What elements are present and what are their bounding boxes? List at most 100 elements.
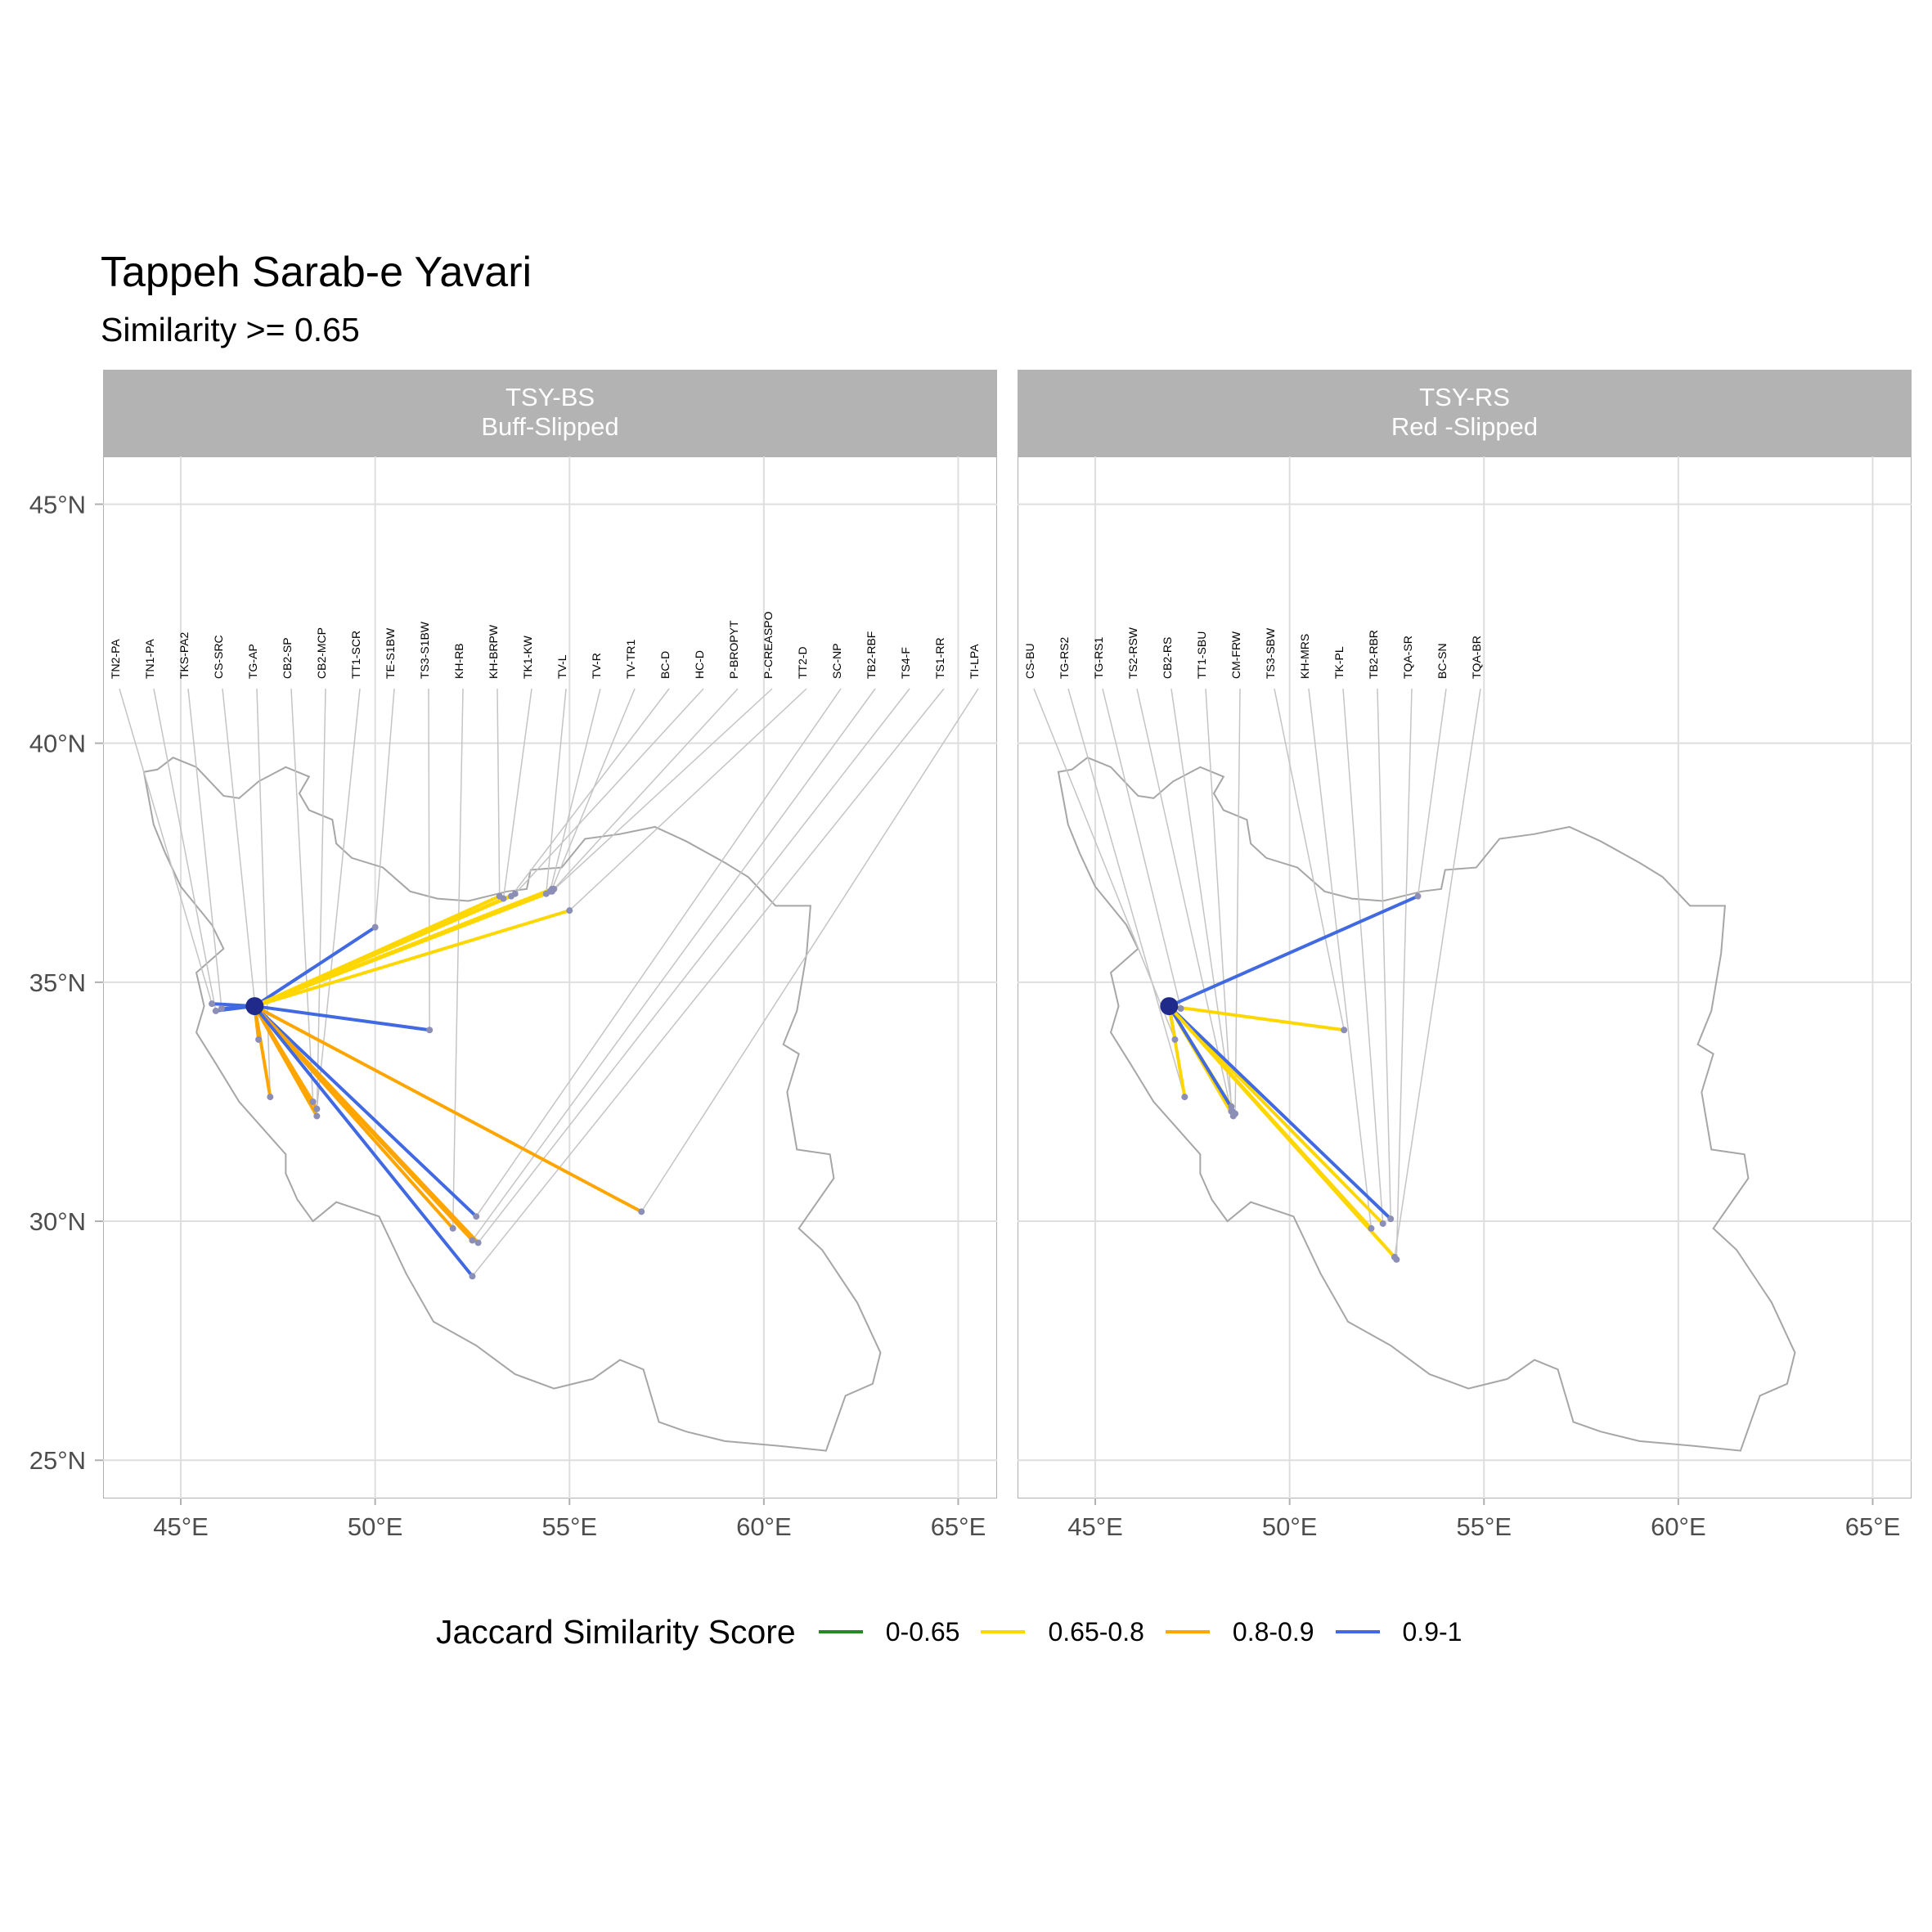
y-tick-label: 40°N — [29, 730, 86, 758]
similarity-link — [253, 925, 377, 1009]
site-label: TG-RS2 — [1058, 636, 1071, 679]
legend-item-2: 0.8-0.9 — [1165, 1616, 1314, 1647]
leader-line — [568, 688, 807, 911]
site-label: P-BROPYT — [727, 620, 740, 679]
legend-key-0 — [818, 1630, 863, 1633]
site-point — [1368, 1224, 1375, 1232]
site-label: TK1-KW — [521, 635, 534, 679]
site-point — [255, 1036, 263, 1043]
leader-line — [452, 688, 464, 1229]
site-label: CB2-RS — [1161, 637, 1174, 679]
legend-label-1: 0.65-0.8 — [1048, 1616, 1144, 1647]
panel-strip-right: TSY-RS Red -Slipped — [1018, 370, 1912, 456]
iran-outline — [1057, 757, 1796, 1452]
site-point — [473, 1213, 480, 1220]
legend-key-3 — [1335, 1630, 1380, 1633]
site-point — [313, 1105, 321, 1112]
site-label: TG-AP — [246, 644, 259, 679]
site-point — [566, 907, 573, 914]
similarity-link — [1167, 1004, 1238, 1116]
panel-frame-right — [1018, 456, 1912, 1498]
site-label: TI-LPA — [968, 644, 981, 679]
origin-site-point — [245, 997, 264, 1016]
similarity-link — [253, 1004, 319, 1111]
x-tick-label: 50°E — [348, 1512, 403, 1541]
site-point — [1232, 1110, 1239, 1117]
similarity-link — [253, 1004, 272, 1099]
y-tick-label: 35°N — [29, 968, 86, 997]
site-point — [474, 1239, 482, 1247]
legend-key-2 — [1165, 1630, 1210, 1633]
similarity-link — [1167, 1004, 1187, 1099]
legend-item-1: 0.65-0.8 — [981, 1616, 1144, 1647]
leader-line — [374, 688, 395, 928]
leader-line — [471, 688, 945, 1277]
site-point — [1228, 1103, 1235, 1110]
leader-line — [546, 688, 567, 894]
leader-line — [1274, 688, 1345, 1031]
site-point — [1391, 1253, 1398, 1260]
site-label: TQA-SR — [1401, 636, 1414, 679]
site-label: KH-RB — [452, 643, 465, 679]
leader-line — [1234, 688, 1241, 1114]
site-point — [1387, 1215, 1395, 1223]
site-label: P-CREASPO — [762, 611, 775, 679]
site-label: TS4-F — [899, 647, 912, 679]
site-point — [1341, 1027, 1348, 1034]
site-point — [548, 887, 555, 895]
site-label: CS-SRC — [212, 635, 225, 679]
y-tick-label: 25°N — [29, 1446, 86, 1475]
leader-line — [1136, 688, 1233, 1112]
leader-line — [1102, 688, 1182, 1009]
site-label: CM-FRW — [1229, 631, 1242, 679]
similarity-link — [253, 909, 572, 1009]
x-tick-label: 65°E — [1845, 1512, 1901, 1541]
panel-frame-left — [103, 456, 997, 1498]
leader-line — [1395, 688, 1413, 1260]
site-point — [1379, 1220, 1386, 1227]
site-point — [449, 1224, 456, 1232]
leader-line — [551, 688, 773, 892]
site-point — [1181, 1094, 1188, 1101]
site-label: TV-TR1 — [624, 640, 637, 679]
iran-outline — [142, 757, 882, 1452]
site-point — [309, 1098, 317, 1105]
site-label: TS1-RR — [933, 637, 946, 679]
site-point — [1414, 892, 1422, 900]
x-tick-label: 50°E — [1262, 1512, 1318, 1541]
map-panel-1: 45°E 50°E 55°E 60°E 65°E CS-BU TG-RS2 TG-RS1 TS2… — [1018, 456, 1912, 1541]
site-point — [511, 890, 519, 897]
similarity-link — [253, 889, 554, 1009]
site-point — [469, 1237, 476, 1244]
leader-line — [222, 688, 259, 1040]
legend-key-1 — [981, 1630, 1026, 1633]
panel-name-right: Red -Slipped — [1391, 412, 1539, 441]
site-point — [469, 1273, 476, 1280]
leader-line — [475, 688, 842, 1217]
panel-code-left: TSY-BS — [505, 383, 595, 411]
legend-label-2: 0.8-0.9 — [1232, 1616, 1314, 1647]
site-label: CS-BU — [1023, 643, 1036, 679]
leader-line — [1308, 688, 1373, 1229]
site-point — [1171, 1036, 1179, 1043]
similarity-link — [1167, 1004, 1346, 1032]
leader-line — [496, 688, 501, 896]
legend-item-0: 0-0.65 — [818, 1616, 960, 1647]
legend-item-3: 0.9-1 — [1335, 1617, 1462, 1647]
legend-label-0: 0-0.65 — [885, 1616, 960, 1647]
site-label: TKS-PA2 — [177, 631, 191, 679]
x-tick-label: 60°E — [1651, 1512, 1706, 1541]
map-panel-0: 45°E 50°E 55°E 60°E 65°E 25°N 30°N 35°N 40°N 45°N… — [29, 456, 997, 1541]
x-tick-label: 65°E — [931, 1512, 986, 1541]
site-label: TB2-RBR — [1367, 630, 1380, 679]
leader-line — [290, 688, 314, 1102]
site-label: TT1-SBU — [1195, 631, 1208, 679]
site-label: TT1-SCR — [349, 631, 362, 679]
site-label: TS3-S1BW — [418, 621, 431, 679]
leader-line — [316, 688, 326, 1117]
similarity-link — [1167, 894, 1420, 1009]
leader-line — [510, 688, 670, 897]
leader-line — [1067, 688, 1186, 1098]
similarity-link — [253, 1004, 644, 1214]
